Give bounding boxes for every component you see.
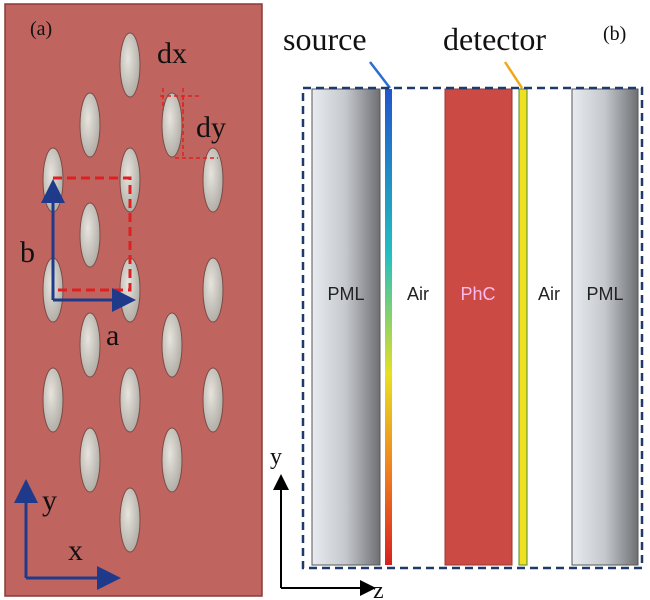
z-axis-label: z [373, 578, 384, 600]
detector-pointer [505, 62, 522, 88]
detector-label: detector [443, 21, 546, 57]
hole [43, 368, 63, 432]
source-pointer [370, 62, 390, 88]
detector-plane [519, 89, 527, 565]
dy-label: dy [196, 111, 226, 144]
page: {"panel_a": {"label": "(a)", "dx": "dx",… [0, 0, 650, 600]
hole [120, 488, 140, 552]
pml-left [312, 89, 380, 565]
x-axis-label: x [68, 534, 83, 567]
b-label: b [20, 236, 35, 269]
hole [162, 428, 182, 492]
region-label: Air [407, 284, 429, 304]
hole [162, 313, 182, 377]
region-label: PML [586, 284, 623, 304]
pml-right [572, 89, 638, 565]
dx-label: dx [157, 37, 187, 70]
y-axis-label: y [270, 444, 282, 470]
phc-slab [445, 89, 512, 565]
hole [120, 368, 140, 432]
hole [80, 93, 100, 157]
region-label: PhC [460, 284, 495, 304]
region-label: PML [327, 284, 364, 304]
hole [80, 203, 100, 267]
a-label: a [106, 319, 119, 352]
source-plane [385, 89, 392, 565]
hole [203, 258, 223, 322]
hole [80, 428, 100, 492]
hole [80, 313, 100, 377]
region-label: Air [538, 284, 560, 304]
hole [203, 368, 223, 432]
y-axis-label: y [42, 484, 57, 517]
source-label: source [283, 21, 367, 57]
panel-label: (a) [30, 18, 52, 40]
figure: (a) dx dy b a y x source detector (b) PM… [0, 0, 650, 600]
hole [120, 33, 140, 97]
hole [162, 93, 182, 157]
panel-label: (b) [603, 23, 626, 45]
